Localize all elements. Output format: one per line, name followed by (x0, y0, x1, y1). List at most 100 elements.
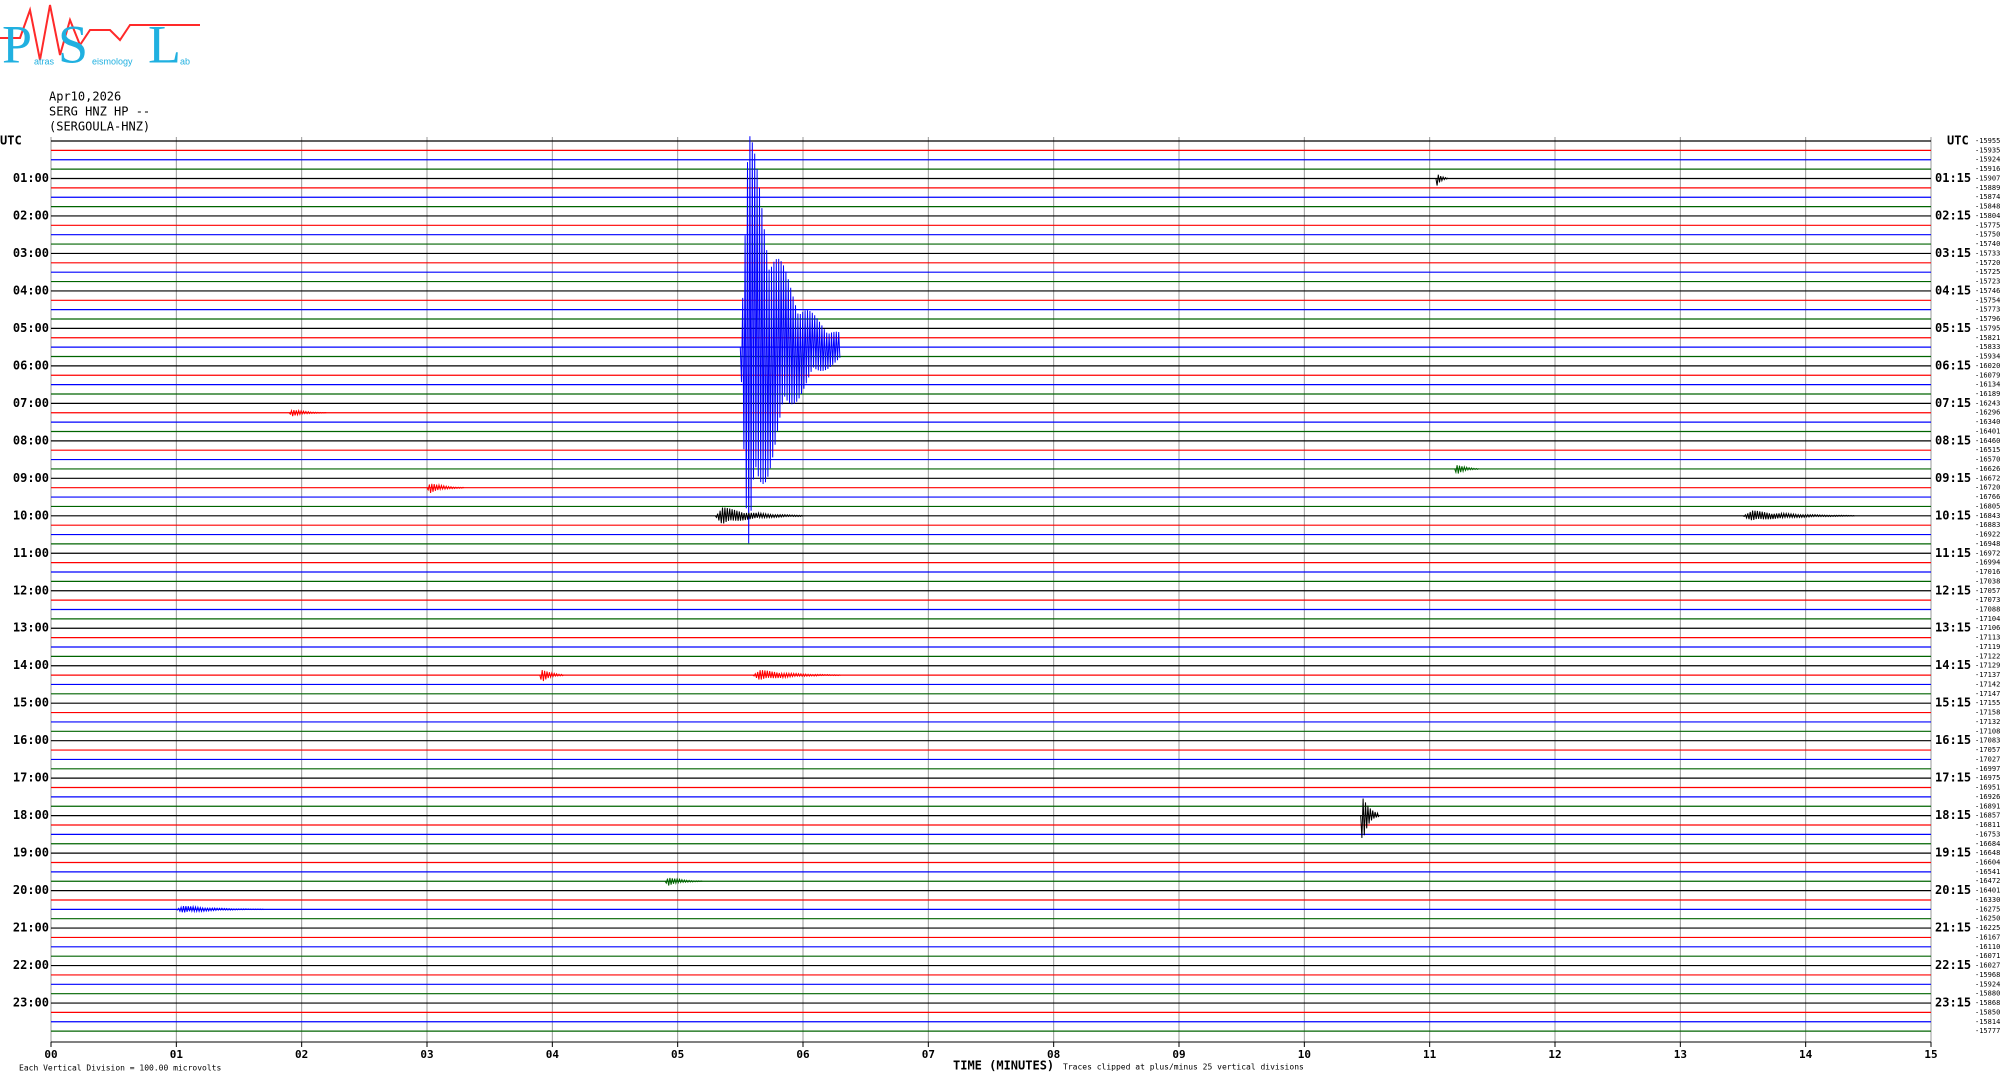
seismic-event (752, 670, 841, 680)
trace-offset: -15796 (1975, 315, 2000, 323)
trace-offset: -17129 (1975, 662, 2000, 670)
trace-offset: -16134 (1975, 381, 2000, 389)
trace-offset: -17027 (1975, 755, 2000, 763)
trace-offset: -17158 (1975, 709, 2000, 717)
hour-label: 07:15 (1935, 396, 1971, 410)
hour-label: 19:15 (1935, 846, 1971, 860)
trace-offset: -16020 (1975, 362, 2000, 370)
trace-offset: -15733 (1975, 249, 2000, 257)
logo-text: eismology (92, 56, 133, 66)
seismic-event (539, 670, 565, 682)
x-tick-label: 02 (295, 1048, 308, 1061)
trace-offset: -16811 (1975, 821, 2000, 829)
trace-offset: -16975 (1975, 774, 2000, 782)
trace-offset: -15773 (1975, 306, 2000, 314)
trace-offset: -15924 (1975, 980, 2000, 988)
trace-offset: -16340 (1975, 418, 2000, 426)
trace-offset: -17073 (1975, 596, 2000, 604)
seismic-event (288, 408, 327, 417)
hour-label: 04:00 (13, 283, 49, 297)
trace-offset: -15814 (1975, 1018, 2000, 1026)
trace-offset: -16926 (1975, 793, 2000, 801)
hour-label: 10:00 (13, 508, 49, 522)
trace-offset: -15746 (1975, 287, 2000, 295)
seismic-event (1435, 174, 1449, 186)
hour-label: 01:00 (13, 171, 49, 185)
hour-label: 22:00 (13, 958, 49, 972)
trace-offset: -16079 (1975, 371, 2000, 379)
x-tick-label: 13 (1674, 1048, 1687, 1061)
trace-offset: -16753 (1975, 830, 2000, 838)
trace-offset: -15804 (1975, 212, 2000, 220)
trace-offset: -17132 (1975, 718, 2000, 726)
trace-offset: -16720 (1975, 484, 2000, 492)
hour-label: 05:15 (1935, 321, 1971, 335)
seismic-event (426, 483, 465, 493)
hour-label: 15:15 (1935, 696, 1971, 710)
hour-label: 17:00 (13, 771, 49, 785)
trace-offset: -16891 (1975, 802, 2000, 810)
seismic-event (1454, 465, 1479, 475)
trace-offset: -17137 (1975, 671, 2000, 679)
trace-offset: -16167 (1975, 933, 2000, 941)
trace-offset: -15777 (1975, 1027, 2000, 1035)
clip-note: Traces clipped at plus/minus 25 vertical… (1063, 1063, 1304, 1072)
seismic-event (1742, 510, 1855, 521)
trace-offset: -17016 (1975, 568, 2000, 576)
x-tick-label: 15 (1924, 1048, 1937, 1061)
trace-offset: -17108 (1975, 727, 2000, 735)
hour-label: 14:00 (13, 658, 49, 672)
seismic-event (664, 877, 703, 886)
trace-offset: -15955 (1975, 137, 2000, 145)
hour-label: 03:00 (13, 246, 49, 260)
trace-offset: -16994 (1975, 559, 2000, 567)
hour-label: 14:15 (1935, 658, 1971, 672)
hour-label: 23:15 (1935, 996, 1971, 1010)
trace-offset: -16330 (1975, 896, 2000, 904)
trace-offset: -16027 (1975, 962, 2000, 970)
hour-label: 12:00 (13, 583, 49, 597)
trace-offset: -15725 (1975, 268, 2000, 276)
trace-offset: -16626 (1975, 465, 2000, 473)
hour-label: 18:00 (13, 808, 49, 822)
trace-offset: -15795 (1975, 324, 2000, 332)
hour-label: 06:15 (1935, 358, 1971, 372)
trace-offset: -16857 (1975, 812, 2000, 820)
hour-label: 16:15 (1935, 733, 1971, 747)
hour-label: 11:00 (13, 546, 49, 560)
trace-offset: -15868 (1975, 999, 2000, 1007)
trace-offset: -17122 (1975, 652, 2000, 660)
seismic-event (1360, 798, 1380, 839)
seismic-event (176, 904, 265, 914)
trace-offset: -16922 (1975, 531, 2000, 539)
x-tick-label: 07 (922, 1048, 935, 1061)
x-tick-label: 11 (1423, 1048, 1437, 1061)
trace-offset: -15740 (1975, 240, 2000, 248)
hour-label: 21:15 (1935, 921, 1971, 935)
trace-offset: -16225 (1975, 924, 2000, 932)
hour-label: 06:00 (13, 358, 49, 372)
trace-offset: -17057 (1975, 587, 2000, 595)
hour-label: 02:15 (1935, 208, 1971, 222)
logo-text: atras (34, 56, 55, 66)
x-tick-label: 05 (671, 1048, 684, 1061)
trace-offset: -16684 (1975, 840, 2000, 848)
hour-label: 09:15 (1935, 471, 1971, 485)
header-date: Apr10,2026 (49, 90, 121, 104)
hour-label: 16:00 (13, 733, 49, 747)
trace-offset: -16110 (1975, 943, 2000, 951)
trace-offset: -16401 (1975, 427, 2000, 435)
trace-offset: -17147 (1975, 690, 2000, 698)
trace-offset: -16250 (1975, 915, 2000, 923)
trace-offset: -16805 (1975, 502, 2000, 510)
logo-letter: P (2, 14, 32, 74)
logo: P S L atras eismology ab (0, 4, 200, 74)
trace-offset: -16515 (1975, 446, 2000, 454)
trace-offset: -16972 (1975, 549, 2000, 557)
x-tick-label: 04 (546, 1048, 560, 1061)
trace-offset: -17083 (1975, 737, 2000, 745)
hour-label: 12:15 (1935, 583, 1971, 597)
trace-offset: -16296 (1975, 409, 2000, 417)
hour-label: 08:15 (1935, 433, 1971, 447)
